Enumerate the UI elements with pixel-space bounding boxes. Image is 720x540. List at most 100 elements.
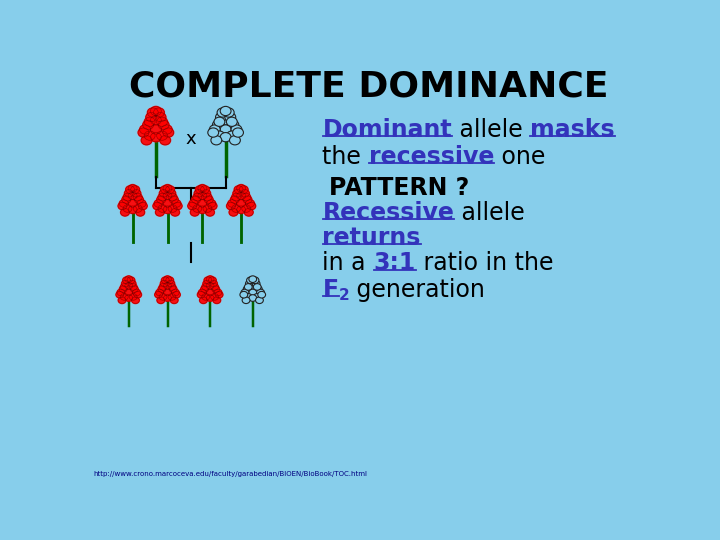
Ellipse shape [168, 205, 177, 212]
Ellipse shape [252, 280, 260, 287]
Ellipse shape [172, 200, 181, 207]
Ellipse shape [116, 292, 124, 298]
Ellipse shape [117, 289, 125, 296]
Ellipse shape [230, 136, 240, 145]
Ellipse shape [130, 294, 137, 300]
Text: http://www.crono.marcoceva.edu/faculty/garabedian/BIOEN/BioBook/TOC.html: http://www.crono.marcoceva.edu/faculty/g… [94, 471, 368, 477]
Ellipse shape [122, 280, 130, 287]
Ellipse shape [153, 202, 162, 210]
Ellipse shape [153, 108, 164, 117]
Ellipse shape [237, 206, 246, 213]
Ellipse shape [206, 289, 214, 296]
Ellipse shape [242, 297, 250, 303]
Ellipse shape [198, 185, 207, 192]
Ellipse shape [214, 117, 225, 126]
Ellipse shape [125, 190, 133, 197]
Ellipse shape [203, 193, 212, 201]
Ellipse shape [168, 284, 176, 291]
Ellipse shape [127, 277, 135, 284]
Ellipse shape [247, 277, 254, 284]
Ellipse shape [120, 208, 130, 216]
Ellipse shape [214, 131, 225, 140]
Ellipse shape [189, 200, 198, 207]
Ellipse shape [161, 280, 168, 287]
Ellipse shape [157, 117, 168, 126]
Ellipse shape [198, 200, 207, 207]
Ellipse shape [163, 128, 174, 137]
Ellipse shape [258, 292, 266, 298]
Text: recessive: recessive [369, 145, 494, 169]
Ellipse shape [228, 200, 237, 207]
Ellipse shape [163, 200, 172, 207]
Ellipse shape [206, 295, 214, 301]
Ellipse shape [237, 192, 246, 200]
Text: Dominant: Dominant [323, 118, 452, 142]
Ellipse shape [128, 200, 137, 207]
Ellipse shape [254, 286, 262, 293]
Ellipse shape [233, 128, 243, 137]
Text: one: one [494, 145, 546, 169]
Ellipse shape [243, 196, 252, 204]
Ellipse shape [249, 276, 256, 282]
Text: ratio in the: ratio in the [415, 252, 553, 275]
Ellipse shape [249, 289, 256, 296]
Ellipse shape [249, 295, 256, 301]
Ellipse shape [174, 202, 182, 210]
Ellipse shape [193, 205, 202, 212]
Ellipse shape [118, 202, 127, 210]
Ellipse shape [220, 116, 231, 125]
Ellipse shape [132, 289, 140, 296]
Ellipse shape [220, 125, 231, 134]
Text: masks: masks [531, 118, 615, 142]
Ellipse shape [135, 196, 143, 204]
Ellipse shape [143, 120, 153, 130]
Ellipse shape [138, 202, 148, 210]
Ellipse shape [244, 284, 252, 291]
Ellipse shape [209, 277, 216, 284]
Ellipse shape [169, 196, 179, 204]
Ellipse shape [163, 276, 171, 282]
Ellipse shape [125, 289, 132, 296]
Ellipse shape [163, 192, 172, 200]
Ellipse shape [208, 128, 219, 137]
Ellipse shape [195, 186, 204, 193]
Ellipse shape [158, 286, 166, 293]
Ellipse shape [211, 136, 222, 145]
Ellipse shape [120, 294, 128, 300]
Ellipse shape [242, 193, 251, 201]
Ellipse shape [125, 295, 132, 301]
Ellipse shape [247, 202, 256, 210]
Ellipse shape [231, 125, 242, 134]
Ellipse shape [158, 120, 169, 130]
Ellipse shape [131, 186, 140, 193]
Ellipse shape [128, 280, 136, 287]
Ellipse shape [161, 125, 172, 134]
Ellipse shape [220, 106, 231, 116]
Ellipse shape [154, 200, 163, 207]
Ellipse shape [130, 284, 137, 291]
Ellipse shape [125, 282, 132, 289]
Ellipse shape [249, 282, 256, 289]
Ellipse shape [232, 193, 240, 201]
Ellipse shape [217, 108, 228, 117]
Ellipse shape [128, 206, 137, 213]
Ellipse shape [244, 208, 253, 216]
Ellipse shape [198, 206, 207, 213]
Ellipse shape [159, 284, 167, 291]
Ellipse shape [246, 200, 254, 207]
Ellipse shape [233, 190, 242, 197]
Ellipse shape [234, 186, 243, 193]
Ellipse shape [157, 131, 168, 140]
Ellipse shape [240, 190, 249, 197]
Ellipse shape [163, 206, 172, 213]
Ellipse shape [256, 297, 264, 303]
Ellipse shape [120, 200, 128, 207]
Ellipse shape [188, 202, 197, 210]
Ellipse shape [156, 289, 163, 296]
Ellipse shape [159, 190, 168, 197]
Ellipse shape [155, 292, 163, 298]
Ellipse shape [201, 286, 209, 293]
Ellipse shape [192, 196, 200, 204]
Text: F: F [323, 278, 338, 302]
Ellipse shape [204, 277, 212, 284]
